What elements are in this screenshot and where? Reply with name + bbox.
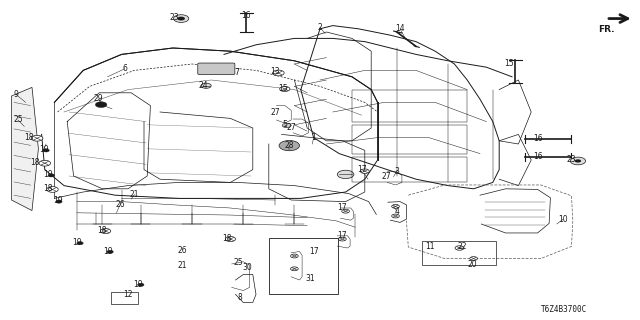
Text: 15: 15 xyxy=(504,59,514,68)
Text: 26: 26 xyxy=(115,200,125,209)
Circle shape xyxy=(39,160,51,166)
Text: 30: 30 xyxy=(243,263,253,272)
Circle shape xyxy=(100,228,111,234)
Text: 18: 18 xyxy=(223,234,232,243)
Text: 7: 7 xyxy=(234,68,239,77)
Circle shape xyxy=(56,200,62,203)
Circle shape xyxy=(360,169,369,173)
Text: 6: 6 xyxy=(122,64,127,73)
Text: 20: 20 xyxy=(467,260,477,269)
Text: 28: 28 xyxy=(285,141,294,150)
Text: 23: 23 xyxy=(169,13,179,22)
Text: 15: 15 xyxy=(278,84,288,93)
Text: T6Z4B3700C: T6Z4B3700C xyxy=(541,305,588,314)
Text: 18: 18 xyxy=(98,226,107,235)
Text: 23: 23 xyxy=(566,156,577,164)
Text: 12: 12 xyxy=(124,290,132,299)
Text: 27: 27 xyxy=(381,172,391,181)
Circle shape xyxy=(570,157,586,165)
Circle shape xyxy=(279,140,300,151)
Text: 16: 16 xyxy=(532,134,543,143)
Bar xyxy=(111,292,138,304)
Circle shape xyxy=(282,123,291,128)
Text: 26: 26 xyxy=(177,246,188,255)
Text: 19: 19 xyxy=(132,280,143,289)
Circle shape xyxy=(455,246,464,250)
Text: 18: 18 xyxy=(24,133,33,142)
Text: 24: 24 xyxy=(198,81,209,90)
Circle shape xyxy=(280,86,290,92)
Text: 19: 19 xyxy=(38,145,49,154)
Text: 25: 25 xyxy=(13,116,23,124)
Text: 25: 25 xyxy=(233,258,243,267)
Text: 1: 1 xyxy=(311,133,316,142)
Circle shape xyxy=(77,242,83,245)
Circle shape xyxy=(107,250,113,253)
Text: 17: 17 xyxy=(337,231,348,240)
Bar xyxy=(269,238,338,294)
FancyBboxPatch shape xyxy=(198,63,235,75)
Text: 2: 2 xyxy=(317,23,323,32)
Text: 17: 17 xyxy=(337,203,348,212)
Text: FR.: FR. xyxy=(598,25,614,34)
Text: 11: 11 xyxy=(426,242,435,251)
Circle shape xyxy=(342,209,349,213)
Text: 14: 14 xyxy=(395,24,405,33)
Circle shape xyxy=(575,159,581,163)
Text: 21: 21 xyxy=(178,261,187,270)
Circle shape xyxy=(291,254,298,258)
Circle shape xyxy=(273,70,284,76)
Circle shape xyxy=(225,236,236,242)
Circle shape xyxy=(201,83,211,88)
Circle shape xyxy=(138,283,144,286)
Circle shape xyxy=(48,174,54,177)
Text: 18: 18 xyxy=(31,158,40,167)
Circle shape xyxy=(470,257,477,260)
Circle shape xyxy=(47,187,58,192)
Text: 5: 5 xyxy=(282,120,287,129)
Text: 27: 27 xyxy=(286,123,296,132)
Circle shape xyxy=(43,149,49,152)
Circle shape xyxy=(291,267,298,271)
Text: 21: 21 xyxy=(130,190,139,199)
Bar xyxy=(352,90,467,122)
Text: 4: 4 xyxy=(394,207,399,216)
Text: 22: 22 xyxy=(458,242,467,251)
Text: 31: 31 xyxy=(305,274,316,283)
Bar xyxy=(352,157,467,182)
Circle shape xyxy=(392,214,399,218)
Text: 18: 18 xyxy=(44,184,52,193)
Circle shape xyxy=(177,17,185,20)
Circle shape xyxy=(31,135,43,141)
Text: 16: 16 xyxy=(532,152,543,161)
Text: 3: 3 xyxy=(394,167,399,176)
Bar xyxy=(422,241,496,265)
Circle shape xyxy=(95,102,107,108)
Text: 19: 19 xyxy=(52,196,63,205)
Polygon shape xyxy=(12,87,38,211)
Text: 10: 10 xyxy=(558,215,568,224)
Text: 19: 19 xyxy=(102,247,113,256)
Text: 27: 27 xyxy=(270,108,280,117)
Text: 17: 17 xyxy=(356,165,367,174)
Text: 19: 19 xyxy=(72,238,82,247)
Circle shape xyxy=(339,237,346,241)
Text: 13: 13 xyxy=(270,68,280,76)
Circle shape xyxy=(392,204,399,208)
Text: 29: 29 xyxy=(93,94,103,103)
Circle shape xyxy=(173,15,189,22)
Text: 17: 17 xyxy=(308,247,319,256)
Text: 16: 16 xyxy=(241,11,252,20)
Text: 9: 9 xyxy=(13,90,19,99)
Text: 19: 19 xyxy=(43,170,53,179)
Bar xyxy=(352,125,467,154)
Circle shape xyxy=(337,170,354,179)
Text: 8: 8 xyxy=(237,293,243,302)
